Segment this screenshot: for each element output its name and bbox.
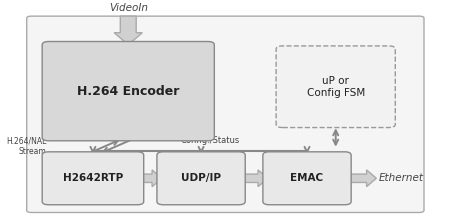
Text: Config./Status: Config./Status: [180, 136, 239, 145]
Text: uP or
Config FSM: uP or Config FSM: [306, 76, 364, 97]
FancyBboxPatch shape: [42, 152, 143, 205]
Text: H.264 Encoder: H.264 Encoder: [77, 85, 179, 98]
FancyBboxPatch shape: [27, 16, 423, 212]
Text: H.264/NAL
Stream: H.264/NAL Stream: [6, 137, 46, 156]
FancyBboxPatch shape: [157, 152, 245, 205]
Text: UDP/IP: UDP/IP: [181, 173, 221, 183]
Polygon shape: [240, 170, 267, 187]
Polygon shape: [139, 170, 162, 187]
Polygon shape: [346, 170, 375, 187]
Text: Ethernet: Ethernet: [378, 173, 423, 183]
Text: H2642RTP: H2642RTP: [63, 173, 123, 183]
FancyBboxPatch shape: [262, 152, 350, 205]
Text: EMAC: EMAC: [290, 173, 323, 183]
Polygon shape: [114, 16, 142, 45]
FancyBboxPatch shape: [275, 46, 394, 128]
FancyBboxPatch shape: [42, 42, 214, 141]
Text: VideoIn: VideoIn: [108, 3, 147, 13]
